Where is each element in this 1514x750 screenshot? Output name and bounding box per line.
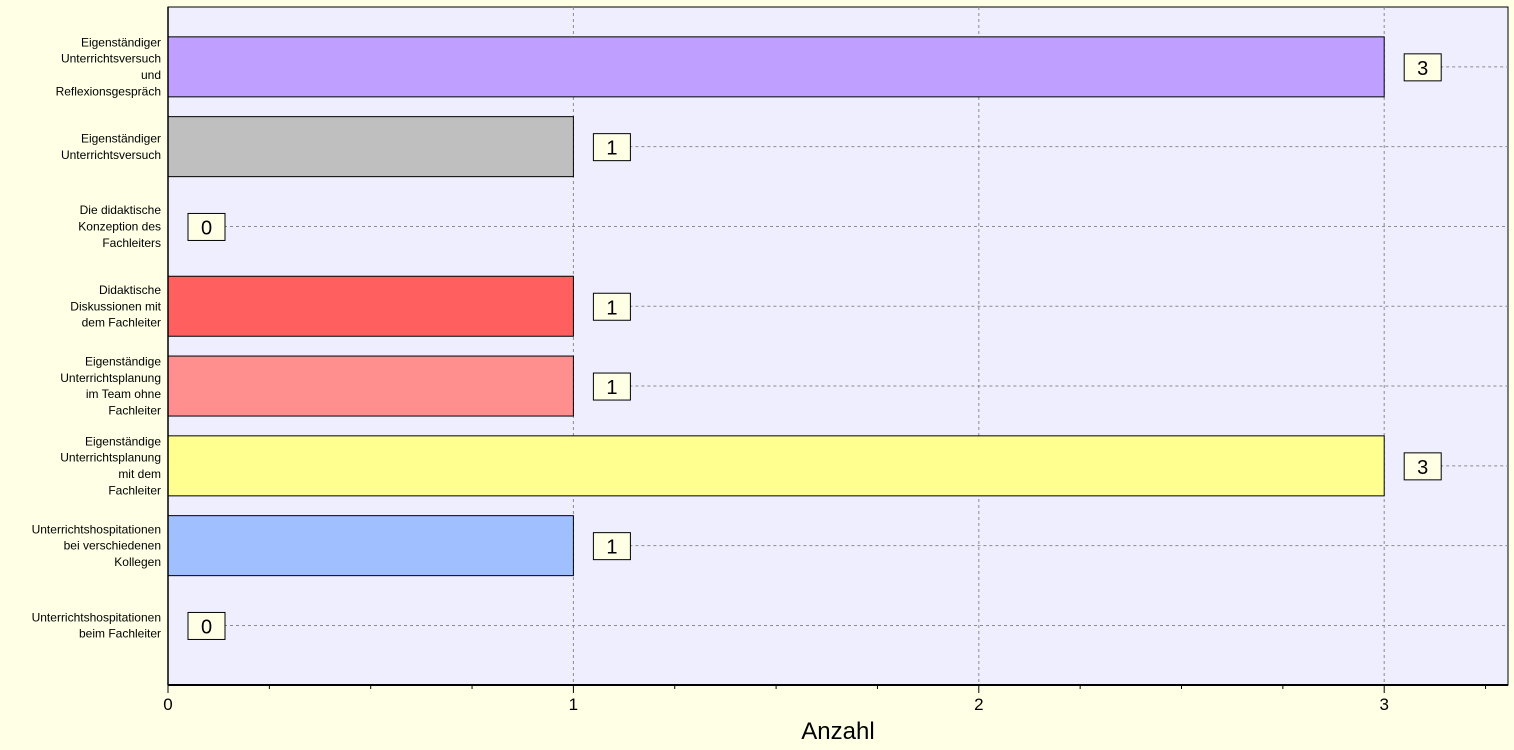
category-label-7-line-0: Unterrichtshospitationen <box>32 610 161 624</box>
value-label-3: 1 <box>606 297 617 319</box>
value-label-box-4 <box>592 372 631 401</box>
category-label-3-line-2: dem Fachleiter <box>82 316 161 330</box>
value-label-4: 1 <box>606 377 617 399</box>
bar-6 <box>167 515 574 577</box>
category-label-5-line-2: mit dem <box>118 467 161 481</box>
bar-1 <box>167 116 574 178</box>
category-label-7-line-1: beim Fachleiter <box>79 627 161 641</box>
category-label-0-line-1: Unterrichtsversuch <box>61 52 161 66</box>
value-label-box-1 <box>592 133 631 162</box>
x-tick-label-0: 0 <box>163 695 172 714</box>
plot-area <box>167 6 1509 686</box>
value-label-1: 1 <box>606 138 617 160</box>
bar-0 <box>167 36 1385 98</box>
category-label-5-line-1: Unterrichtsplanung <box>60 451 161 465</box>
bar-5 <box>167 435 1385 497</box>
category-label-0-line-0: Eigenständiger <box>81 35 161 49</box>
category-label-4-line-3: Fachleiter <box>108 404 161 418</box>
category-label-1-line-1: Unterrichtsversuch <box>61 148 161 162</box>
category-label-4-line-1: Unterrichtsplanung <box>60 371 161 385</box>
value-label-box-7 <box>187 611 226 640</box>
category-label-3-line-1: Diskussionen mit <box>70 299 161 313</box>
x-tick-label-2: 2 <box>974 695 983 714</box>
value-label-2: 0 <box>201 217 212 239</box>
value-label-box-2 <box>187 212 226 241</box>
x-tick-label-3: 3 <box>1379 695 1388 714</box>
value-label-box-5 <box>1403 452 1442 481</box>
x-axis-title: Anzahl <box>801 718 874 745</box>
category-label-6-line-1: bei verschiedenen <box>64 539 161 553</box>
category-label-4-line-2: im Team ohne <box>86 387 161 401</box>
category-label-2-line-2: Fachleiters <box>102 236 161 250</box>
category-label-2-line-1: Konzeption des <box>78 219 161 233</box>
value-label-5: 3 <box>1417 457 1428 479</box>
category-label-0-line-3: Reflexionsgespräch <box>56 84 161 98</box>
category-label-3-line-0: Didaktische <box>99 283 161 297</box>
bar-4 <box>167 355 574 417</box>
category-label-5-line-0: Eigenständige <box>85 434 161 448</box>
category-label-6-line-2: Kollegen <box>114 555 161 569</box>
value-label-box-0 <box>1403 53 1442 82</box>
value-label-6: 1 <box>606 537 617 559</box>
value-label-7: 0 <box>201 616 212 638</box>
value-label-box-6 <box>592 532 631 561</box>
category-label-6-line-0: Unterrichtshospitationen <box>32 522 161 536</box>
category-label-5-line-3: Fachleiter <box>108 483 161 497</box>
category-label-4-line-0: Eigenständige <box>85 355 161 369</box>
category-label-2-line-0: Die didaktische <box>80 203 162 217</box>
value-label-0: 3 <box>1417 58 1428 80</box>
bar-3 <box>167 275 574 337</box>
category-label-1-line-0: Eigenständiger <box>81 132 161 146</box>
value-label-box-3 <box>592 292 631 321</box>
x-tick-label-1: 1 <box>569 695 578 714</box>
category-label-0-line-2: und <box>141 68 161 82</box>
